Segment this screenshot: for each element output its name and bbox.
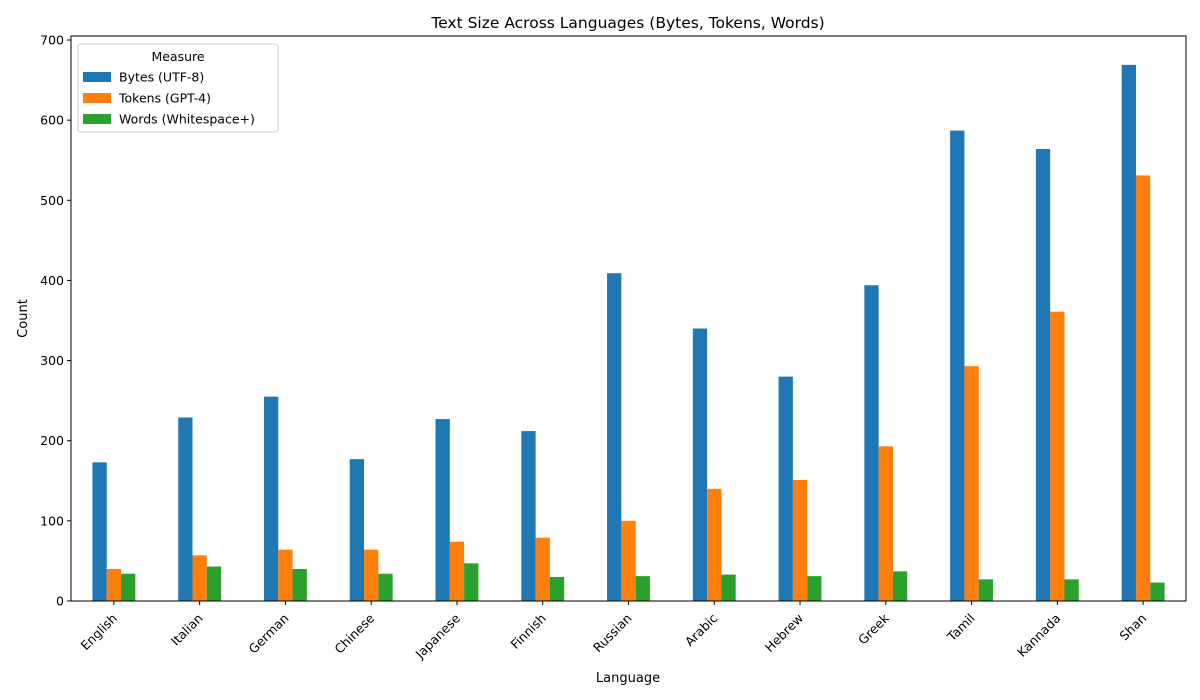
bar-tokens-shan xyxy=(1135,175,1151,601)
x-axis-ticks: English Italian German Chinese Japanese Finni… xyxy=(77,601,1149,662)
plot-frame xyxy=(70,35,1187,602)
x-tick-label: Kannada xyxy=(1014,611,1063,660)
bar-tokens-english xyxy=(106,568,122,601)
bar-words-shan xyxy=(1150,582,1165,601)
y-tick-label: 600 xyxy=(40,113,64,128)
bar-bytes-german xyxy=(263,396,279,601)
bar-words-russian xyxy=(635,576,650,601)
y-axis-label: Count xyxy=(16,299,31,338)
bar-bytes-finnish xyxy=(521,431,536,601)
bar-bytes-tamil xyxy=(950,130,965,601)
legend-title: Measure xyxy=(151,49,204,64)
x-tick-label: Japanese xyxy=(412,610,464,662)
legend-swatch xyxy=(83,114,111,124)
bar-bytes-hebrew xyxy=(778,376,793,601)
legend-swatch xyxy=(83,72,111,82)
y-tick-label: 100 xyxy=(40,513,64,528)
bar-words-japanese xyxy=(464,563,479,601)
bar-tokens-japanese xyxy=(449,541,465,601)
bar-tokens-italian xyxy=(192,555,207,601)
bar-tokens-arabic xyxy=(707,488,722,601)
y-tick-label: 500 xyxy=(40,193,64,208)
legend-box xyxy=(77,43,279,133)
legend-swatch xyxy=(83,93,111,103)
bar-words-finnish xyxy=(549,576,565,601)
bar-tokens-hebrew xyxy=(792,479,808,601)
x-tick-label: English xyxy=(77,611,120,654)
y-tick-label: 0 xyxy=(56,594,64,609)
x-tick-label: Italian xyxy=(168,611,206,649)
bar-words-kannada xyxy=(1064,579,1079,601)
y-tick-label: 300 xyxy=(40,353,64,368)
x-tick-label: Chinese xyxy=(331,610,377,656)
bar-words-greek xyxy=(892,571,908,601)
bar-tokens-russian xyxy=(621,520,636,601)
x-tick-label: Finnish xyxy=(507,611,548,652)
bar-words-german xyxy=(292,568,307,601)
bar-tokens-kannada xyxy=(1050,311,1065,601)
y-tick-label: 700 xyxy=(40,33,64,48)
legend-label: Tokens (GPT-4) xyxy=(118,91,211,106)
bar-words-italian xyxy=(206,566,222,601)
x-tick-label: Russian xyxy=(590,611,635,656)
legend-label: Words (Whitespace+) xyxy=(119,112,255,127)
bar-bytes-russian xyxy=(607,273,622,601)
x-tick-label: German xyxy=(246,611,292,657)
legend: Measure Bytes (UTF-8) Tokens (GPT-4) Words … xyxy=(77,43,279,133)
bar-words-hebrew xyxy=(807,576,822,601)
bar-tokens-german xyxy=(278,549,293,601)
bar-words-tamil xyxy=(978,579,994,601)
bar-words-english xyxy=(121,573,136,601)
bars-group xyxy=(92,64,1165,601)
x-tick-label: Tamil xyxy=(944,611,978,645)
bar-bytes-arabic xyxy=(692,328,708,601)
legend-label: Bytes (UTF-8) xyxy=(119,70,204,85)
bar-bytes-greek xyxy=(864,285,879,601)
y-tick-label: 200 xyxy=(40,433,64,448)
x-tick-label: Shan xyxy=(1116,611,1149,644)
bar-tokens-chinese xyxy=(364,549,379,601)
bar-bytes-japanese xyxy=(435,419,450,601)
x-tick-label: Hebrew xyxy=(762,611,806,655)
y-tick-label: 400 xyxy=(40,273,64,288)
bar-words-arabic xyxy=(721,574,736,601)
bar-tokens-finnish xyxy=(535,537,550,601)
bar-bytes-chinese xyxy=(349,459,365,601)
x-axis-label: Language xyxy=(596,671,660,686)
y-axis-ticks: 0 100 200 300 400 500 600 700 xyxy=(40,33,71,609)
bar-bytes-english xyxy=(92,462,107,601)
bar-words-chinese xyxy=(378,573,393,601)
x-tick-label: Greek xyxy=(855,610,892,647)
chart-title: Text Size Across Languages (Bytes, Token… xyxy=(430,14,824,32)
bar-tokens-greek xyxy=(878,446,893,601)
bar-tokens-tamil xyxy=(964,366,979,601)
x-tick-label: Arabic xyxy=(682,610,721,649)
bar-bytes-shan xyxy=(1121,64,1136,601)
bar-bytes-italian xyxy=(178,417,193,601)
bar-bytes-kannada xyxy=(1035,149,1051,601)
